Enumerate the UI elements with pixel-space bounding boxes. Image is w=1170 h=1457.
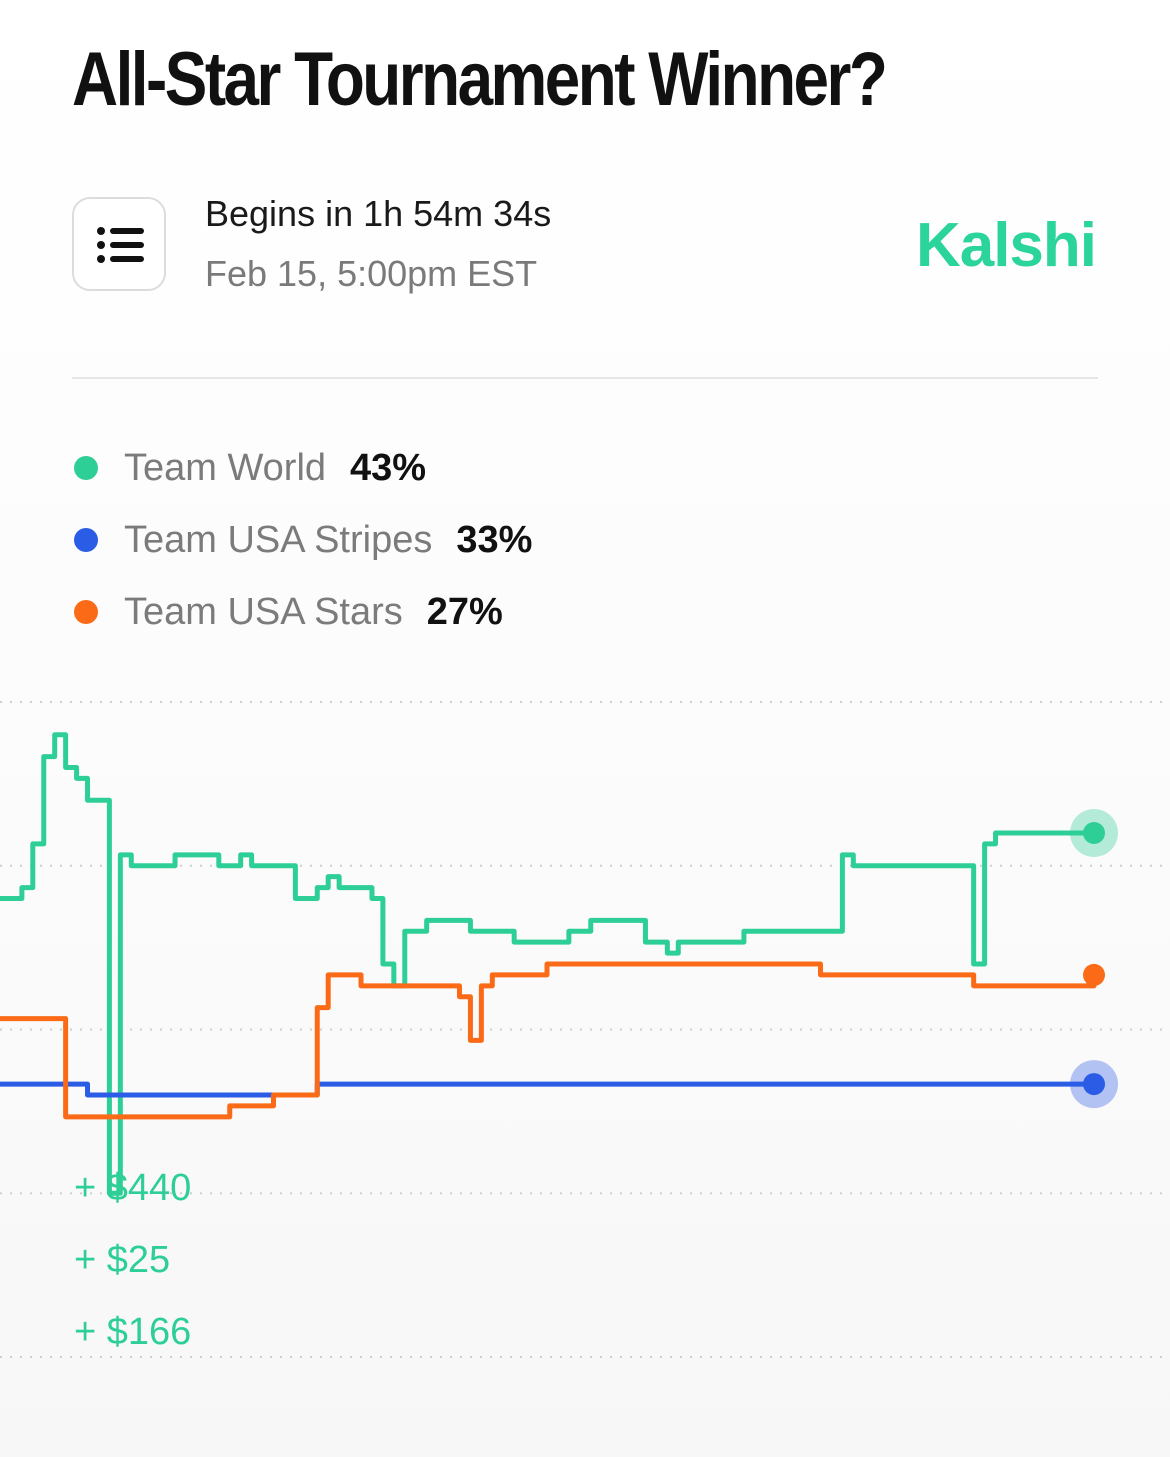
divider (72, 377, 1098, 379)
countdown-text: Begins in 1h 54m 34s (205, 193, 552, 234)
legend-item-team-usa-stripes[interactable]: Team USA Stripes 33% (72, 504, 532, 576)
legend-label: Team USA Stars (124, 590, 403, 633)
page-title: All-Star Tournament Winner? (72, 37, 888, 122)
legend-value: 33% (456, 518, 533, 561)
legend-label: Team World (124, 446, 327, 489)
series-line-team-usa-stripes (0, 1081, 1094, 1098)
legend-dot (74, 600, 98, 624)
legend-dot (74, 456, 98, 480)
payout-annotation: + $166 (74, 1311, 191, 1353)
event-date: Feb 15, 5:00pm EST (205, 253, 538, 294)
legend-item-team-world[interactable]: Team World 43% (72, 432, 532, 504)
legend: Team World 43% Team USA Stripes 33% Team… (72, 432, 532, 648)
brand-logo: Kalshi (915, 211, 1097, 280)
menu-button[interactable] (72, 197, 166, 291)
endpoint-dot (1083, 822, 1105, 844)
endpoint-dot (1083, 963, 1105, 986)
series-line-team-world (0, 732, 1094, 1196)
legend-dot (74, 528, 98, 552)
endpoint-dot (1083, 1073, 1105, 1096)
legend-item-team-usa-stars[interactable]: Team USA Stars 27% (72, 576, 532, 648)
series-line-team-usa-stars (0, 961, 1097, 1120)
payout-annotation: + $440 (74, 1167, 191, 1209)
legend-value: 43% (350, 446, 427, 489)
legend-label: Team USA Stripes (124, 518, 433, 561)
legend-value: 27% (426, 590, 503, 633)
payout-annotation: + $25 (74, 1239, 170, 1281)
list-icon (97, 227, 144, 263)
